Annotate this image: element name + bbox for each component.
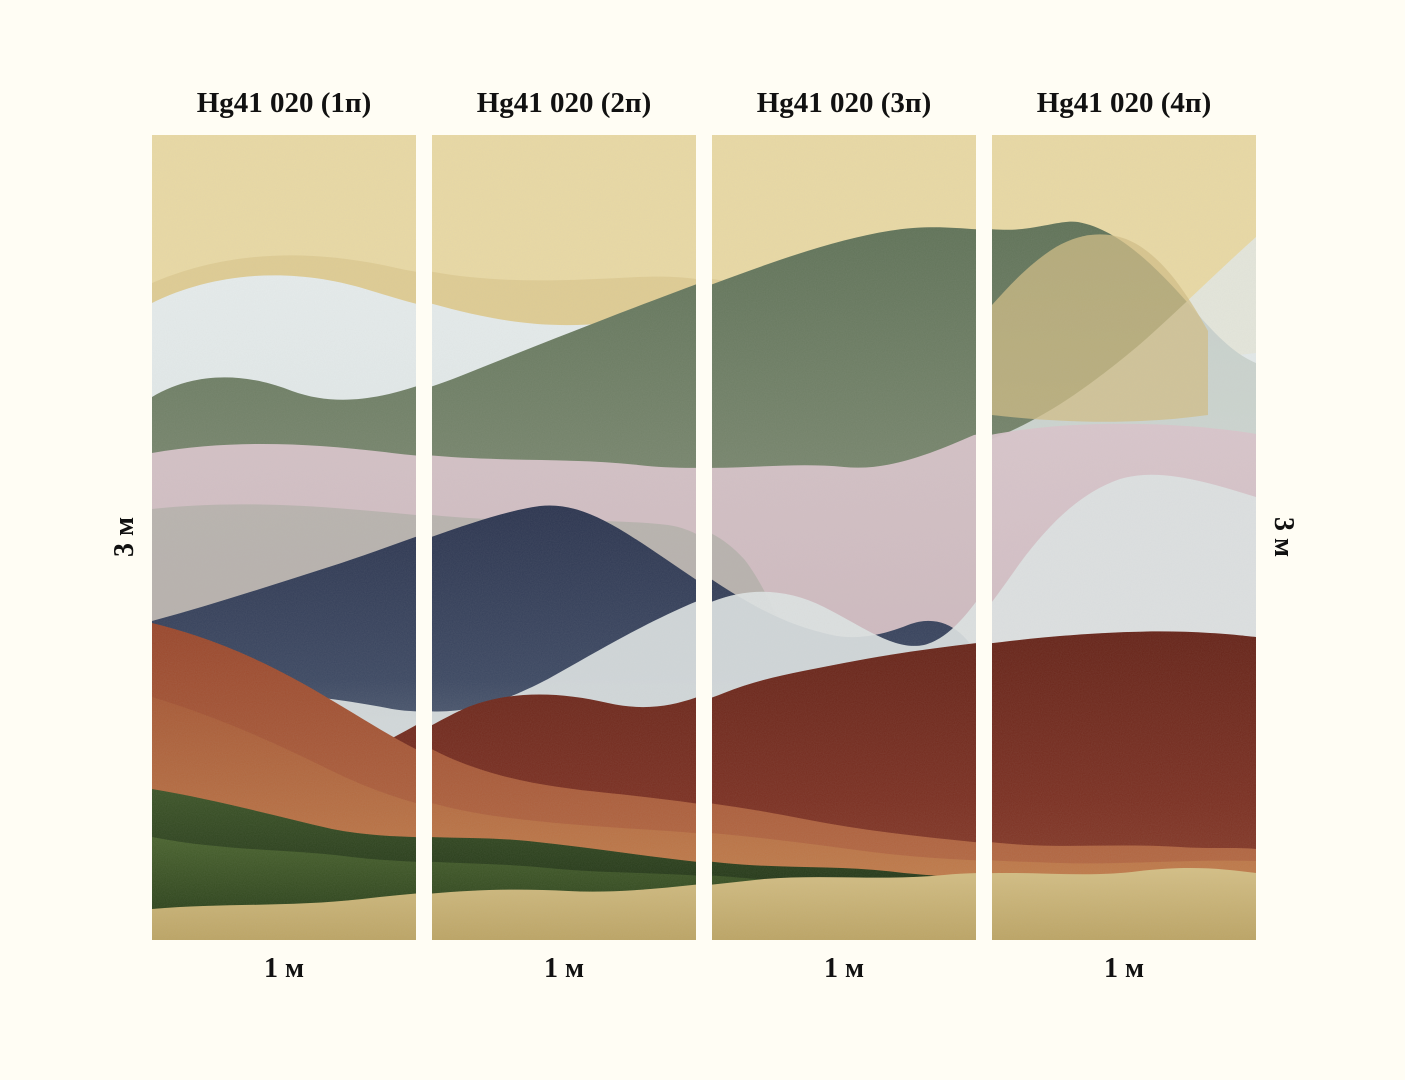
panel-artwork	[712, 135, 976, 940]
panel-column-1: Hg41 020 (1п) 1 м	[152, 88, 416, 985]
panel-artwork	[992, 135, 1256, 940]
panel-title: Hg41 020 (1п)	[196, 87, 372, 119]
panel-artwork	[432, 135, 696, 940]
panel-width-label: 1 м	[823, 953, 865, 984]
panel-width-label: 1 м	[263, 953, 305, 984]
wallpaper-panel-3	[712, 135, 976, 940]
wallpaper-panel-2	[432, 135, 696, 940]
panel-title: Hg41 020 (2п)	[476, 87, 652, 119]
wallpaper-panel-4	[992, 135, 1256, 940]
height-label-right: 3 м	[1268, 516, 1299, 558]
panel-width-label: 1 м	[543, 953, 585, 984]
height-label-left: 3 м	[109, 516, 140, 558]
panel-title: Hg41 020 (3п)	[756, 87, 932, 119]
panel-column-2: Hg41 020 (2п) 1 м	[432, 88, 696, 985]
panel-width-label: 1 м	[1103, 953, 1145, 984]
wallpaper-mural-layout: Hg41 020 (1п) 1 м Hg41 020 (2п) 1 м Hg41…	[152, 88, 1256, 985]
panel-column-4: Hg41 020 (4п) 1 м	[992, 88, 1256, 985]
panel-artwork	[152, 135, 416, 940]
panel-column-3: Hg41 020 (3п) 1 м	[712, 88, 976, 985]
wallpaper-panel-1	[152, 135, 416, 940]
panel-title: Hg41 020 (4п)	[1036, 87, 1212, 119]
